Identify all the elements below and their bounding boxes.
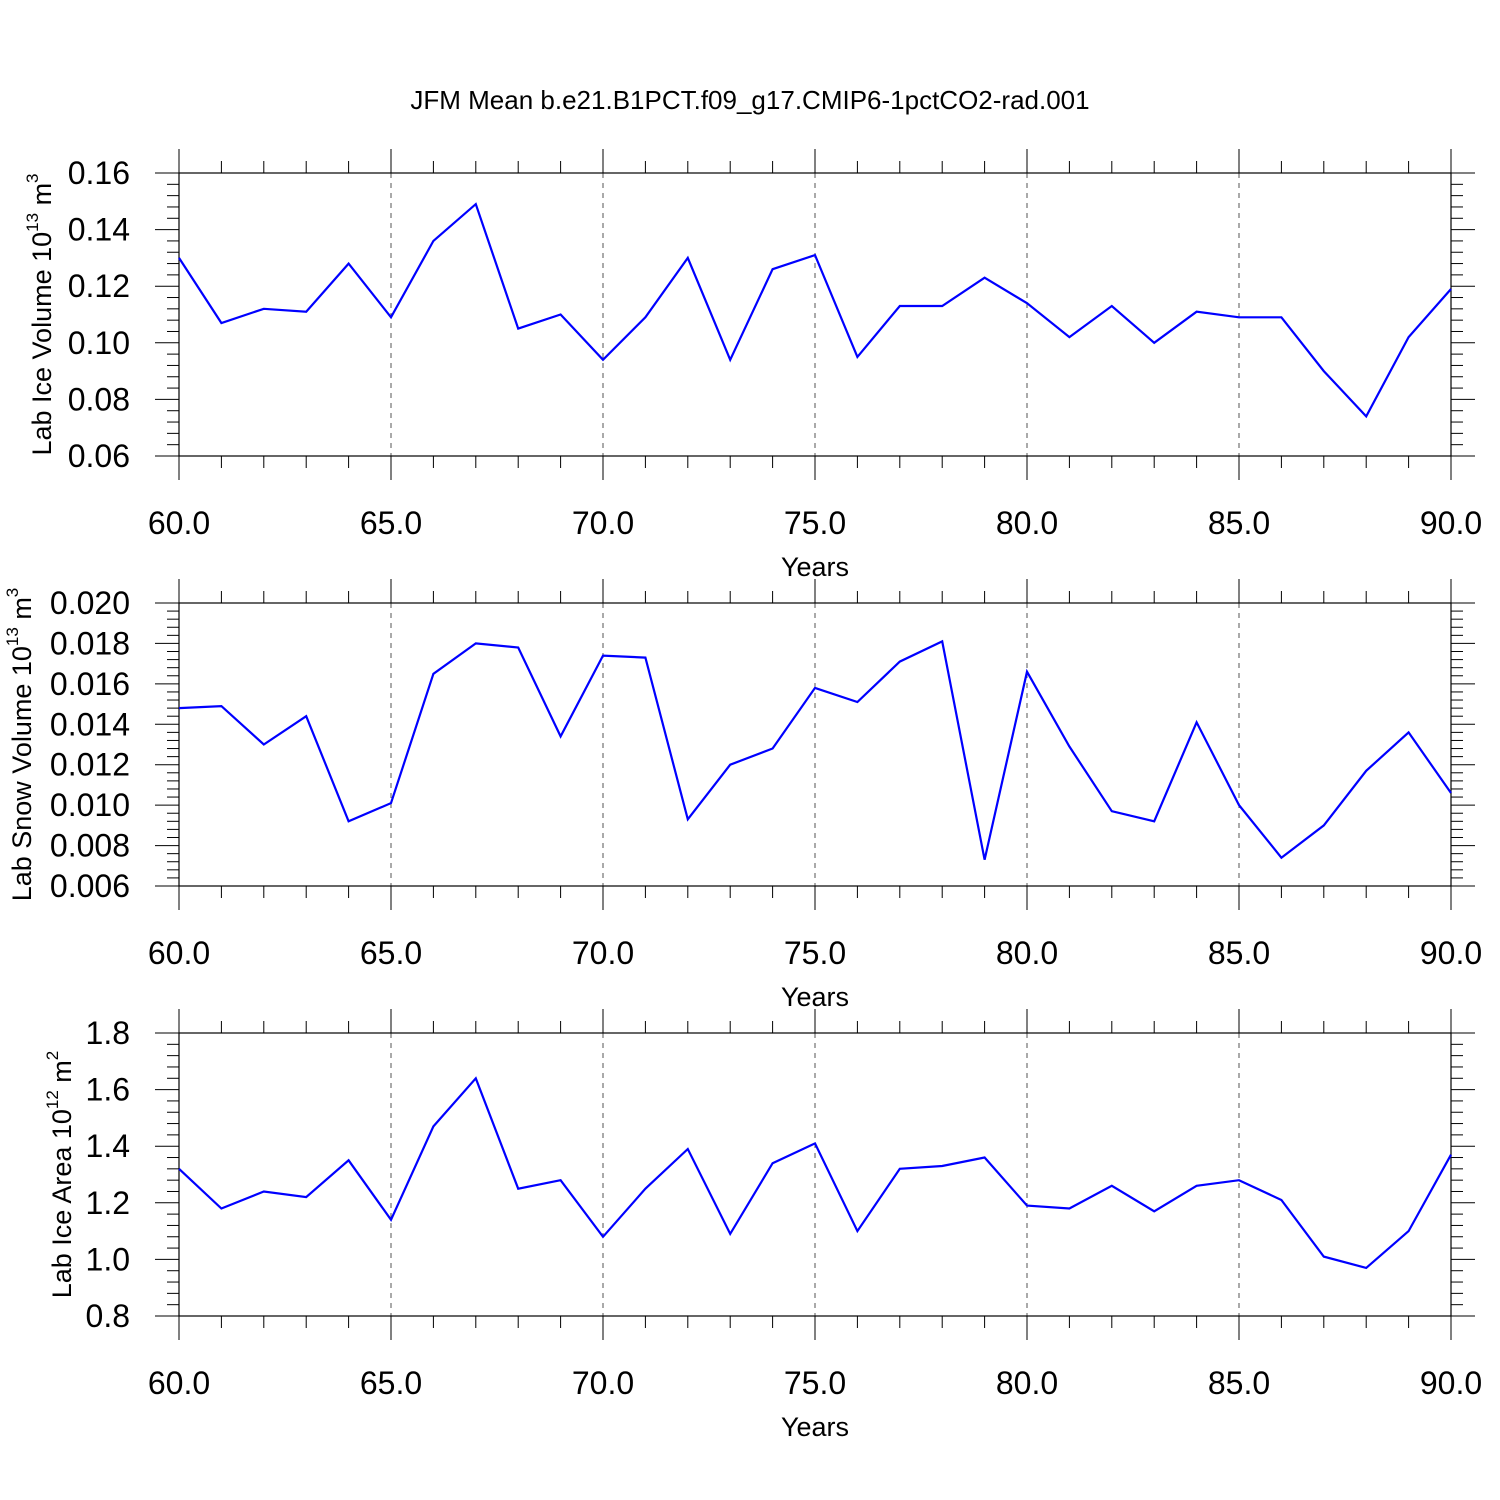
x-tick-label: 70.0 bbox=[572, 935, 634, 971]
x-axis-label: Years bbox=[781, 982, 849, 1012]
y-tick-label: 0.014 bbox=[50, 706, 130, 742]
y-axis-label-unit-exponent: 2 bbox=[43, 1051, 62, 1060]
chart-panel-2: 60.0 65.0 70.0 75.0 80.0 85.0 90.0 0.006 0.008 0.… bbox=[3, 579, 1482, 1012]
y-tick-label: 0.012 bbox=[50, 747, 130, 783]
y-tick-label: 0.010 bbox=[50, 787, 130, 823]
y-tick-label: 0.14 bbox=[68, 212, 130, 248]
y-axis-label-exponent: 12 bbox=[43, 1090, 62, 1109]
y-axis-label-main: Lab Ice Area 10 bbox=[47, 1109, 77, 1298]
y-tick-label: 0.12 bbox=[68, 268, 130, 304]
y-tick-label: 0.006 bbox=[50, 868, 130, 904]
x-tick-label: 75.0 bbox=[784, 935, 846, 971]
x-tick-label: 60.0 bbox=[148, 505, 210, 541]
y-axis-label-unit-exponent: 3 bbox=[23, 173, 42, 182]
y-tick-label: 0.08 bbox=[68, 381, 130, 417]
y-tick-label: 0.8 bbox=[86, 1298, 130, 1334]
x-tick-label: 90.0 bbox=[1420, 505, 1482, 541]
x-tick-label: 90.0 bbox=[1420, 935, 1482, 971]
x-tick-label: 80.0 bbox=[996, 1365, 1058, 1401]
y-tick-label: 0.16 bbox=[68, 155, 130, 191]
y-axis-label-unit: m bbox=[7, 597, 37, 627]
x-tick-label: 65.0 bbox=[360, 1365, 422, 1401]
x-tick-label: 75.0 bbox=[784, 1365, 846, 1401]
y-axis-label-unit: m bbox=[47, 1060, 77, 1090]
x-tick-label: 85.0 bbox=[1208, 505, 1270, 541]
y-tick-label: 0.016 bbox=[50, 666, 130, 702]
x-axis-label: Years bbox=[781, 552, 849, 582]
x-tick-label: 65.0 bbox=[360, 505, 422, 541]
series-line bbox=[178, 202, 1452, 419]
y-tick-label: 1.4 bbox=[86, 1128, 130, 1164]
y-axis-label-exponent: 13 bbox=[3, 627, 22, 646]
x-axis-label: Years bbox=[781, 1412, 849, 1442]
y-axis-label: Lab Ice Area 1012 m2 bbox=[43, 1051, 78, 1299]
x-tick-label: 80.0 bbox=[996, 505, 1058, 541]
y-tick-label: 0.10 bbox=[68, 325, 130, 361]
x-tick-label: 85.0 bbox=[1208, 1365, 1270, 1401]
x-tick-label: 65.0 bbox=[360, 935, 422, 971]
x-tick-label: 80.0 bbox=[996, 935, 1058, 971]
y-axis-label-main: Lab Snow Volume 10 bbox=[7, 646, 37, 901]
y-axis-label-main: Lab Ice Volume 10 bbox=[27, 232, 57, 456]
x-tick-label: 60.0 bbox=[148, 935, 210, 971]
x-tick-label: 60.0 bbox=[148, 1365, 210, 1401]
y-tick-label: 0.06 bbox=[68, 438, 130, 474]
y-tick-label: 0.008 bbox=[50, 828, 130, 864]
x-tick-label: 85.0 bbox=[1208, 935, 1270, 971]
y-axis-label-unit-exponent: 3 bbox=[3, 588, 22, 597]
chart-panel-1: 60.0 65.0 70.0 75.0 80.0 85.0 90.0 0.06 0.08 0.10… bbox=[23, 149, 1482, 582]
panels: 60.0 65.0 70.0 75.0 80.0 85.0 90.0 0.06 0.08 0.10… bbox=[3, 149, 1482, 1442]
y-axis-label-unit: m bbox=[27, 183, 57, 213]
y-axis-label: Lab Snow Volume 1013 m3 bbox=[3, 588, 38, 902]
x-tick-label: 75.0 bbox=[784, 505, 846, 541]
y-tick-label: 1.2 bbox=[86, 1185, 130, 1221]
y-tick-label: 0.020 bbox=[50, 585, 130, 621]
y-axis-label: Lab Ice Volume 1013 m3 bbox=[23, 173, 58, 455]
x-tick-label: 90.0 bbox=[1420, 1365, 1482, 1401]
y-tick-label: 0.018 bbox=[50, 625, 130, 661]
series-line bbox=[178, 1076, 1452, 1270]
y-tick-label: 1.6 bbox=[86, 1072, 130, 1108]
y-tick-label: 1.0 bbox=[86, 1241, 130, 1277]
chart-panel-3: 60.0 65.0 70.0 75.0 80.0 85.0 90.0 0.8 1.0 1.2 1.4… bbox=[43, 1009, 1482, 1442]
figure-title: JFM Mean b.e21.B1PCT.f09_g17.CMIP6-1pctC… bbox=[410, 85, 1089, 115]
x-tick-label: 70.0 bbox=[572, 1365, 634, 1401]
x-tick-label: 70.0 bbox=[572, 505, 634, 541]
y-axis-label-exponent: 13 bbox=[23, 213, 42, 232]
y-tick-label: 1.8 bbox=[86, 1015, 130, 1051]
